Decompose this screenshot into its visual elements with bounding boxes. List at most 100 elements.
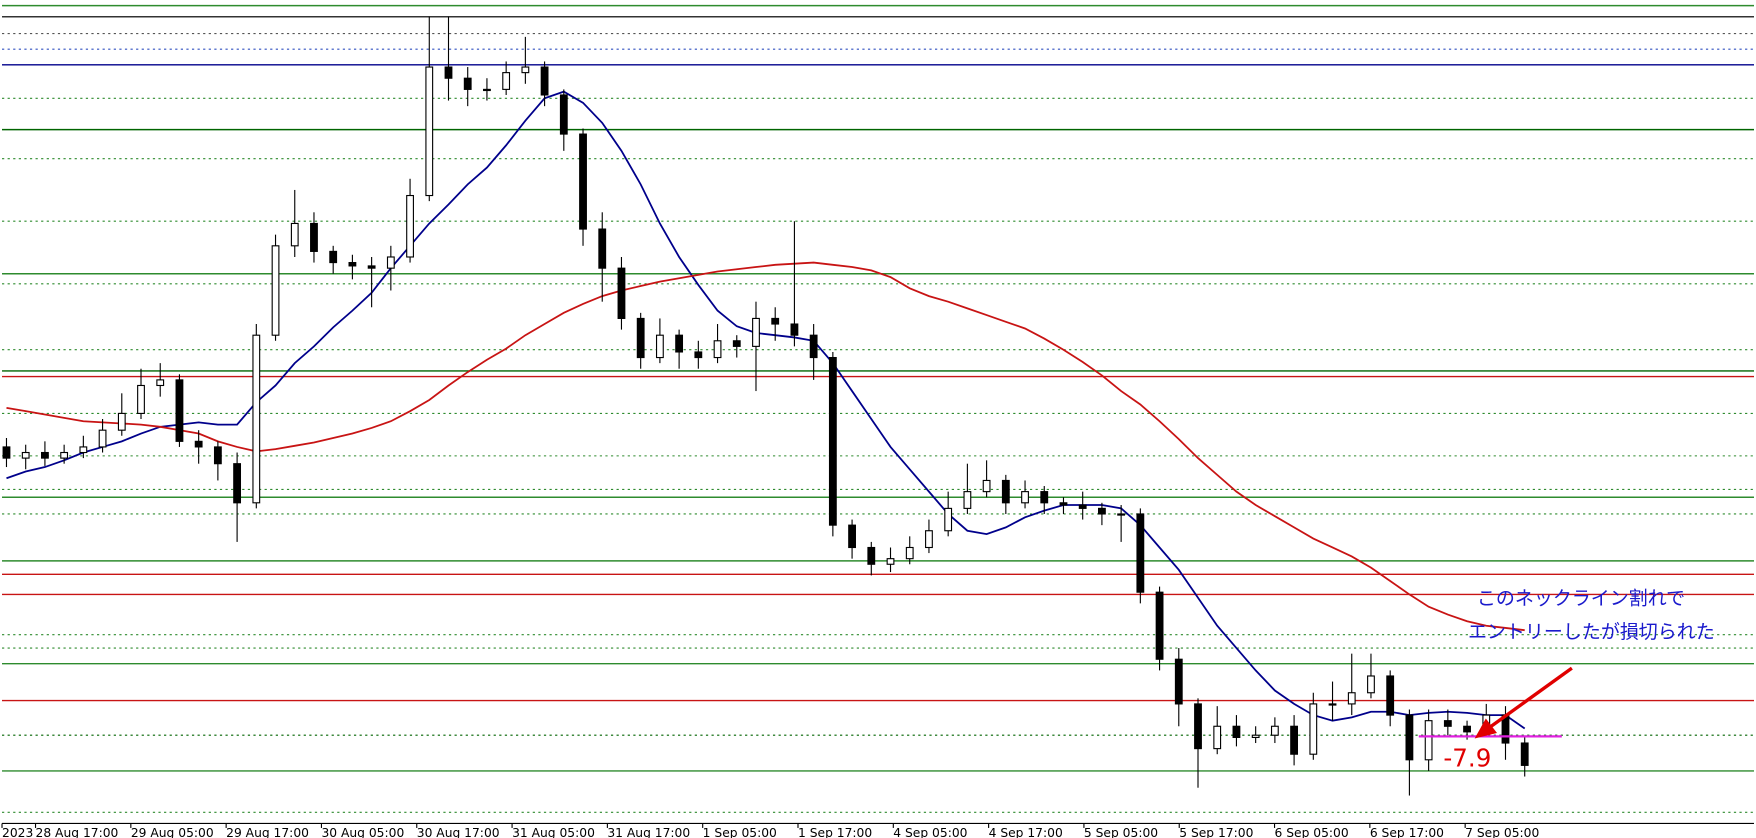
x-tick-label: 6 Sep 17:00 — [1370, 826, 1444, 838]
candle-body — [848, 524, 856, 549]
candle-body — [60, 451, 69, 459]
candle-body — [79, 446, 88, 454]
candle-body — [1174, 658, 1183, 705]
candle-body — [1040, 491, 1049, 504]
candle-body — [655, 334, 664, 359]
pnl-label: -7.9 — [1443, 743, 1491, 772]
candle-body — [617, 267, 626, 319]
candle-body — [1405, 714, 1414, 761]
candle-body — [982, 479, 991, 493]
candles — [2, 16, 1529, 796]
candle-body — [1443, 720, 1452, 727]
candle-body — [329, 250, 338, 264]
candle-body — [1232, 725, 1241, 738]
candle-body — [502, 72, 511, 90]
candle-body — [41, 451, 49, 459]
candle-body — [1463, 725, 1471, 733]
x-tick-label: 5 Sep 05:00 — [1084, 826, 1158, 838]
x-tick-label: 2023 — [2, 826, 33, 838]
candle-body — [963, 491, 972, 509]
candle-body — [944, 507, 953, 532]
x-tick-label: 28 Aug 17:00 — [36, 826, 119, 838]
candle-body — [194, 440, 203, 448]
candle-body — [98, 429, 107, 448]
candle-body — [694, 351, 703, 359]
candle-body — [483, 88, 491, 92]
x-tick-label: 31 Aug 05:00 — [512, 826, 595, 838]
candle-body — [1347, 692, 1356, 705]
candle-body — [809, 334, 818, 359]
arrow-head — [1474, 718, 1498, 739]
candle-body — [1424, 720, 1433, 761]
candle-body — [752, 317, 760, 347]
candle-body — [1021, 491, 1029, 504]
candle-body — [867, 546, 876, 565]
candle-body — [598, 228, 607, 269]
candle-body — [367, 265, 376, 269]
candle-body — [310, 222, 318, 252]
candle-body — [425, 66, 434, 197]
arrow-shaft — [1487, 666, 1573, 730]
x-tick-label: 30 Aug 17:00 — [417, 826, 500, 838]
candle-body — [213, 446, 222, 465]
candle-body — [21, 451, 30, 459]
candle-body — [463, 77, 472, 90]
x-tick-label: 29 Aug 17:00 — [226, 826, 309, 838]
candle-body — [444, 66, 453, 79]
candle-body — [790, 323, 799, 336]
candle-body — [521, 66, 530, 74]
candle-body — [886, 558, 895, 565]
x-tick-label: 7 Sep 05:00 — [1465, 826, 1539, 838]
candle-body — [1309, 703, 1318, 755]
x-tick-label: 1 Sep 17:00 — [798, 826, 872, 838]
candle-body — [1251, 734, 1260, 738]
candle-body — [233, 463, 242, 504]
x-tick-label: 30 Aug 05:00 — [321, 826, 404, 838]
candle-body — [386, 256, 395, 269]
x-tick-label: 4 Sep 05:00 — [893, 826, 967, 838]
x-tick-label: 31 Aug 17:00 — [607, 826, 690, 838]
candle-body — [1059, 502, 1068, 506]
candle-body — [1098, 507, 1106, 515]
candle-body — [271, 245, 280, 336]
x-tick-label: 29 Aug 05:00 — [131, 826, 214, 838]
candle-body — [540, 66, 549, 96]
levels — [2, 4, 1754, 813]
candle-body — [1194, 703, 1202, 750]
candle-body — [771, 317, 780, 325]
candle-body — [925, 530, 933, 549]
candle-body — [1520, 742, 1529, 766]
candle-body — [579, 133, 587, 230]
candle-body — [1367, 675, 1375, 694]
candle-body — [1155, 591, 1164, 660]
x-tick-label: 4 Sep 17:00 — [989, 826, 1063, 838]
candle-body — [252, 334, 261, 504]
candle-body — [675, 334, 684, 353]
candle-body — [1078, 504, 1087, 509]
candle-body — [1213, 725, 1222, 750]
candle-body — [348, 262, 357, 267]
candle-body — [905, 546, 914, 560]
candle-body — [1386, 675, 1395, 716]
candle-body — [117, 412, 126, 431]
x-axis: 2023 28 Aug 17:00 29 Aug 05:00 29 Aug 17:00… — [1, 822, 1754, 838]
candle-body — [156, 379, 165, 387]
candle-body — [1136, 513, 1145, 593]
candle-body — [1117, 513, 1126, 516]
candle-body — [175, 379, 184, 442]
candle-body — [828, 356, 837, 526]
candle-body — [406, 194, 414, 258]
candle-body — [713, 340, 722, 359]
candle-body — [732, 340, 741, 347]
annotation: エントリーしたが損切られた — [1468, 621, 1715, 643]
candle-body — [1001, 479, 1010, 504]
x-tick-label: 5 Sep 17:00 — [1179, 826, 1253, 838]
candle-body — [137, 384, 145, 414]
candle-body — [1290, 725, 1299, 755]
candle-body — [1270, 725, 1279, 736]
candle-body — [290, 222, 299, 247]
candle-body — [559, 94, 568, 135]
x-tick-label: 6 Sep 05:00 — [1275, 826, 1349, 838]
